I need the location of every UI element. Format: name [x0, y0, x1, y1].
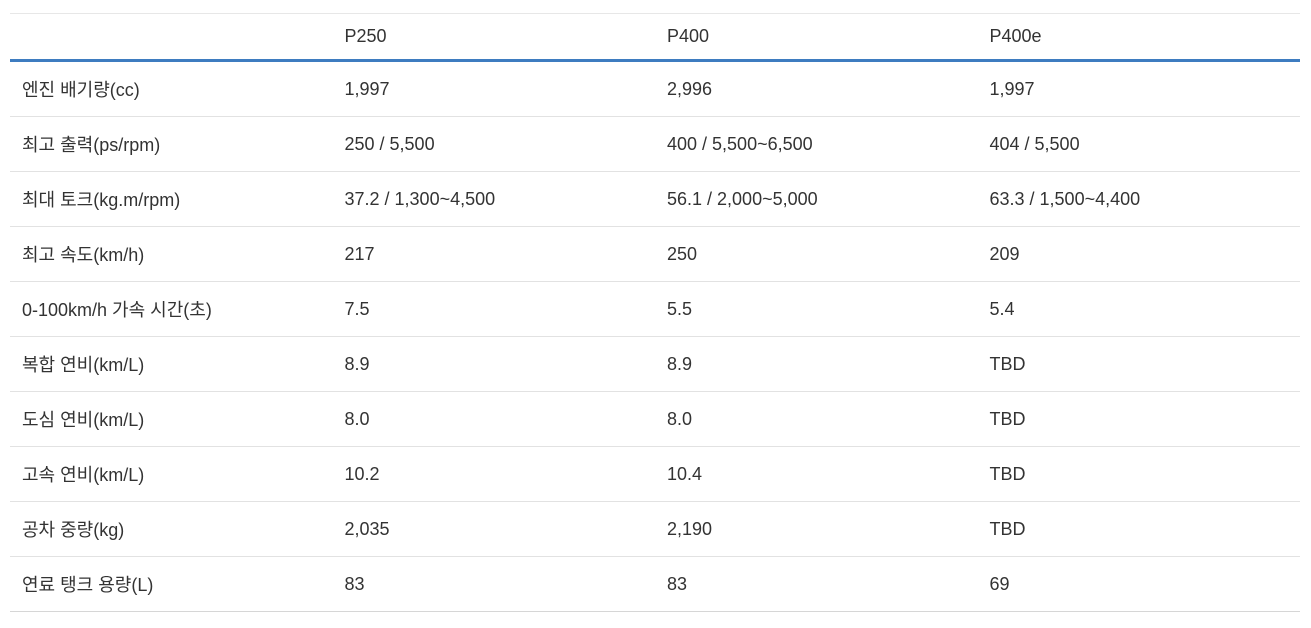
row-label: 고속 연비(km/L): [10, 446, 333, 502]
spec-value: 8.9: [655, 336, 978, 392]
row-label: 엔진 배기량(cc): [10, 60, 333, 117]
spec-value: 83: [655, 556, 978, 612]
spec-value: TBD: [977, 336, 1300, 392]
spec-row: 최고 출력(ps/rpm) 250 / 5,500 400 / 5,500~6,50…: [10, 116, 1300, 172]
spec-row: 공차 중량(kg) 2,035 2,190 TBD: [10, 501, 1300, 557]
spec-row: 연료 탱크 용량(L) 83 83 69: [10, 556, 1300, 612]
spec-value: 2,190: [655, 501, 978, 557]
spec-value: 5.5: [655, 281, 978, 337]
spec-value: 63.3 / 1,500~4,400: [977, 171, 1300, 227]
spec-value: 2,035: [332, 501, 655, 557]
spec-value: 1,997: [332, 60, 655, 117]
spec-value: 7.5: [332, 281, 655, 337]
spec-value: 250: [655, 226, 978, 282]
spec-value: 217: [332, 226, 655, 282]
spec-value: 10.2: [332, 446, 655, 502]
spec-value: 2,996: [655, 60, 978, 117]
row-label: 도심 연비(km/L): [10, 391, 333, 447]
header-cell-p250: P250: [332, 13, 655, 62]
header-cell-p400: P400: [655, 13, 978, 62]
row-label: 연료 탱크 용량(L): [10, 556, 333, 612]
spec-row: 엔진 배기량(cc) 1,997 2,996 1,997: [10, 60, 1300, 117]
row-label: 최고 출력(ps/rpm): [10, 116, 333, 172]
spec-row: 복합 연비(km/L) 8.9 8.9 TBD: [10, 336, 1300, 392]
spec-value: 10.4: [655, 446, 978, 502]
row-label: 최대 토크(kg.m/rpm): [10, 171, 333, 227]
spec-value: 69: [977, 556, 1300, 612]
spec-row: 0-100km/h 가속 시간(초) 7.5 5.5 5.4: [10, 281, 1300, 337]
spec-row: 최대 토크(kg.m/rpm) 37.2 / 1,300~4,500 56.1 / …: [10, 171, 1300, 227]
spec-value: 8.0: [332, 391, 655, 447]
spec-value: 83: [332, 556, 655, 612]
row-label: 공차 중량(kg): [10, 501, 333, 557]
spec-row: 고속 연비(km/L) 10.2 10.4 TBD: [10, 446, 1300, 502]
spec-row: 도심 연비(km/L) 8.0 8.0 TBD: [10, 391, 1300, 447]
spec-value: 8.9: [332, 336, 655, 392]
spec-value: 400 / 5,500~6,500: [655, 116, 978, 172]
spec-value: TBD: [977, 391, 1300, 447]
vehicle-spec-table: P250 P400 P400e 엔진 배기량(cc) 1,997 2,996 1,99…: [10, 13, 1300, 612]
spec-value: TBD: [977, 501, 1300, 557]
header-cell-p400e: P400e: [977, 13, 1300, 62]
spec-value: 5.4: [977, 281, 1300, 337]
spec-row: 최고 속도(km/h) 217 250 209: [10, 226, 1300, 282]
spec-value: 1,997: [977, 60, 1300, 117]
spec-value: TBD: [977, 446, 1300, 502]
spec-value: 250 / 5,500: [332, 116, 655, 172]
spec-value: 404 / 5,500: [977, 116, 1300, 172]
row-label: 복합 연비(km/L): [10, 336, 333, 392]
spec-value: 56.1 / 2,000~5,000: [655, 171, 978, 227]
header-row: P250 P400 P400e: [10, 13, 1300, 62]
row-label: 0-100km/h 가속 시간(초): [10, 281, 333, 337]
spec-value: 37.2 / 1,300~4,500: [332, 171, 655, 227]
spec-value: 8.0: [655, 391, 978, 447]
row-label: 최고 속도(km/h): [10, 226, 333, 282]
header-cell-spec: [10, 13, 333, 62]
spec-value: 209: [977, 226, 1300, 282]
